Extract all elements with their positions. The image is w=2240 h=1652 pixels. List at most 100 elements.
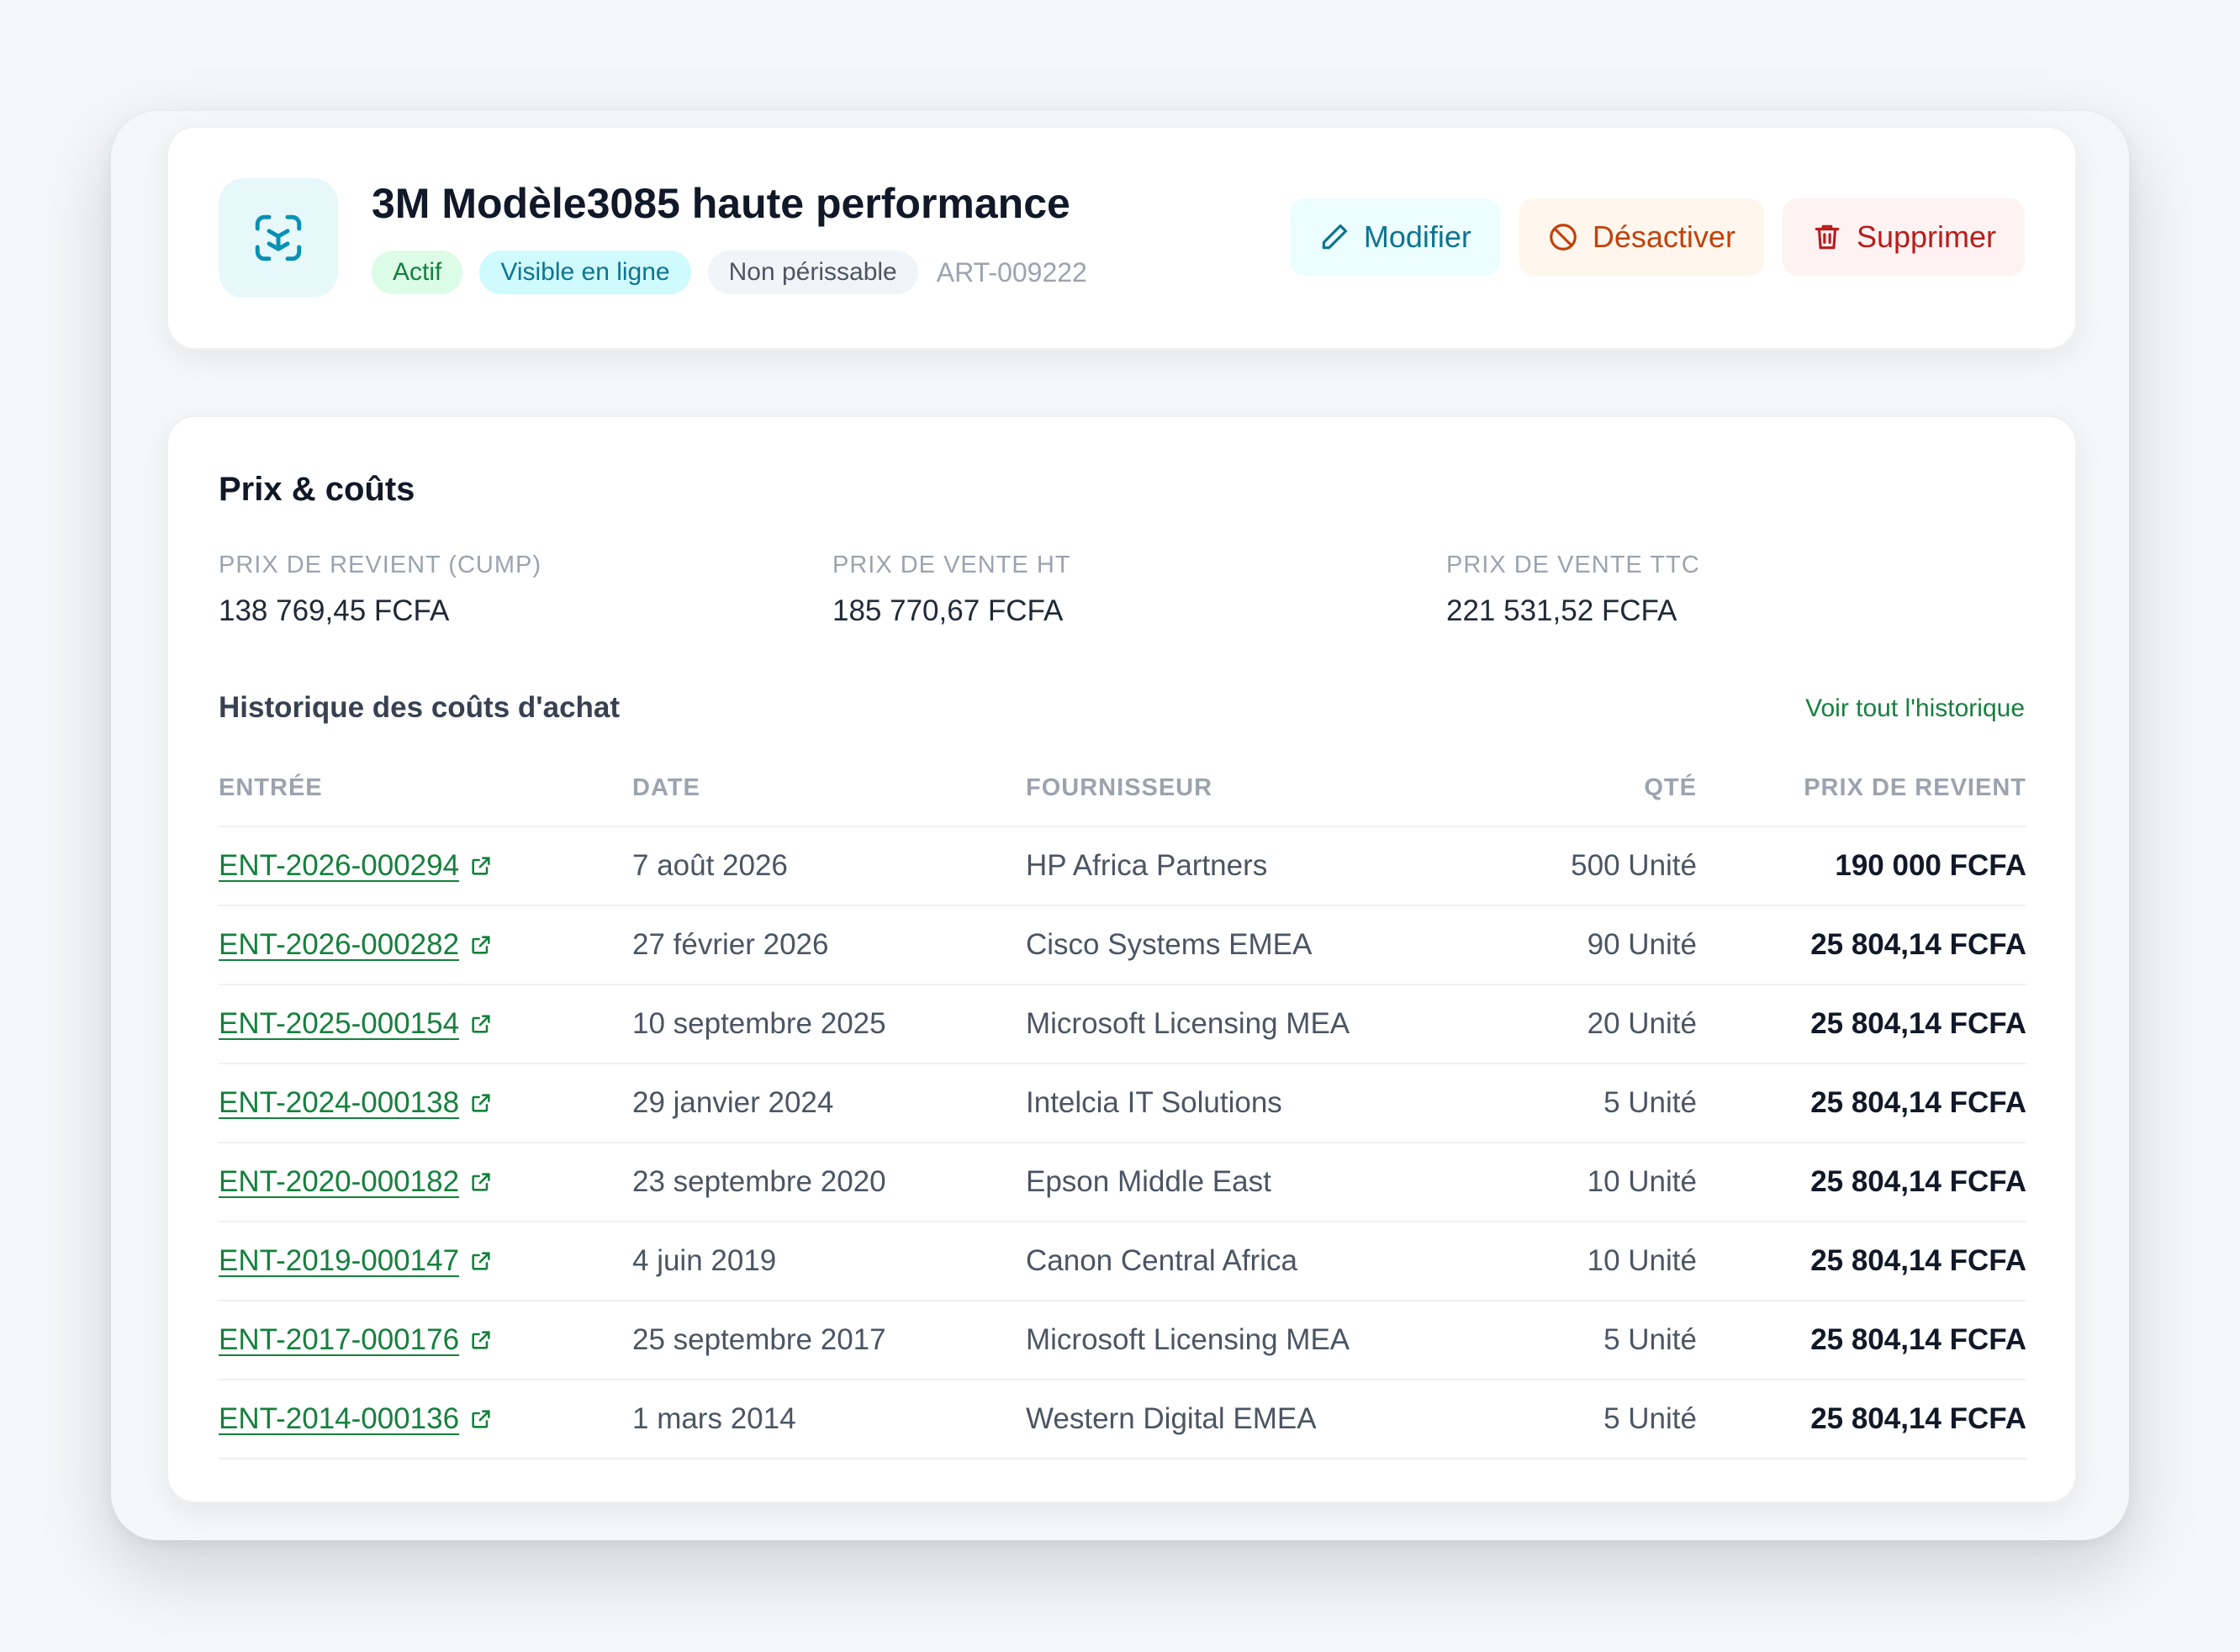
external-link-icon[interactable]	[469, 854, 493, 878]
supplier-cell: Intelcia IT Solutions	[1026, 1086, 1282, 1119]
sale-price-ht-label: PRIX DE VENTE HT	[832, 552, 1071, 578]
date-cell: 10 septembre 2025	[632, 1007, 886, 1040]
trash-icon	[1811, 221, 1843, 253]
pencil-icon	[1318, 221, 1350, 253]
supplier-cell: Microsoft Licensing MEA	[1026, 1007, 1350, 1040]
sale-price-ttc-block: PRIX DE VENTE TTC 221 531,52 FCFA	[1446, 552, 1700, 628]
entry-link[interactable]: ENT-2024-000138	[219, 1086, 460, 1119]
table-row: ENT-2026-000282 27 février 2026 Cisco Syst…	[219, 906, 2026, 985]
price-cell: 25 804,14 FCFA	[1810, 1165, 2026, 1198]
date-cell: 25 septembre 2017	[632, 1323, 886, 1356]
cost-price-label: PRIX DE REVIENT (CUMP)	[219, 552, 542, 578]
external-link-icon[interactable]	[469, 1091, 493, 1115]
product-sku: ART-009222	[936, 256, 1087, 288]
qty-cell: 90 Unité	[1587, 928, 1697, 961]
supplier-cell: Epson Middle East	[1026, 1165, 1271, 1198]
sale-price-ttc-value: 221 531,52 FCFA	[1446, 594, 1677, 627]
cost-price-block: PRIX DE REVIENT (CUMP) 138 769,45 FCFA	[219, 552, 542, 628]
date-cell: 27 février 2026	[632, 928, 829, 961]
qty-cell: 5 Unité	[1603, 1402, 1697, 1435]
table-row: ENT-2020-000182 23 septembre 2020 Epson Mi…	[219, 1143, 2026, 1222]
supplier-cell: Canon Central Africa	[1026, 1244, 1297, 1277]
entry-link[interactable]: ENT-2017-000176	[219, 1323, 460, 1356]
entry-cell: ENT-2017-000176	[219, 1301, 493, 1379]
column-header-price[interactable]: PRIX DE REVIENT	[1804, 773, 2026, 801]
view-all-history-link[interactable]: Voir tout l'historique	[1805, 694, 2025, 722]
price-cell: 25 804,14 FCFA	[1810, 928, 2026, 961]
cost-price-value: 138 769,45 FCFA	[219, 594, 450, 627]
table-row: ENT-2026-000294 7 août 2026 HP Africa Part…	[219, 827, 2026, 906]
date-cell: 7 août 2026	[632, 849, 788, 882]
supplier-cell: HP Africa Partners	[1026, 849, 1268, 882]
sale-price-ht-value: 185 770,67 FCFA	[832, 594, 1064, 627]
external-link-icon[interactable]	[469, 1328, 493, 1352]
history-title: Historique des coûts d'achat	[219, 691, 621, 724]
price-cell: 190 000 FCFA	[1835, 849, 2026, 882]
table-header: ENTRÉE DATE FOURNISSEUR QTÉ PRIX DE REVI…	[219, 750, 2026, 827]
supplier-cell: Microsoft Licensing MEA	[1026, 1323, 1350, 1356]
column-header-qty[interactable]: QTÉ	[1644, 773, 1697, 801]
online-visibility-badge: Visible en ligne	[479, 251, 691, 294]
supplier-cell: Cisco Systems EMEA	[1026, 928, 1313, 961]
external-link-icon[interactable]	[469, 1012, 493, 1036]
qty-cell: 10 Unité	[1587, 1244, 1697, 1277]
purchase-history-table: ENTRÉE DATE FOURNISSEUR QTÉ PRIX DE REVI…	[219, 750, 2026, 1459]
external-link-icon[interactable]	[469, 1407, 493, 1431]
date-cell: 1 mars 2014	[632, 1402, 796, 1435]
column-header-date[interactable]: DATE	[632, 773, 700, 801]
column-header-entry[interactable]: ENTRÉE	[219, 773, 323, 801]
deactivate-button[interactable]: Désactiver	[1518, 198, 1764, 276]
sale-price-ttc-label: PRIX DE VENTE TTC	[1446, 552, 1700, 578]
qty-cell: 10 Unité	[1587, 1165, 1697, 1198]
external-link-icon[interactable]	[469, 933, 493, 957]
entry-cell: ENT-2024-000138	[219, 1064, 493, 1142]
product-badges: Actif Visible en ligne Non périssable AR…	[372, 251, 1087, 294]
ban-icon	[1547, 221, 1579, 253]
perishable-badge: Non périssable	[707, 251, 918, 294]
table-row: ENT-2014-000136 1 mars 2014 Western Digita…	[219, 1380, 2026, 1459]
entry-link[interactable]: ENT-2020-000182	[219, 1165, 460, 1198]
column-header-supplier[interactable]: FOURNISSEUR	[1026, 773, 1213, 801]
status-badge: Actif	[372, 251, 463, 294]
entry-cell: ENT-2025-000154	[219, 985, 493, 1063]
delete-button[interactable]: Supprimer	[1782, 198, 2025, 276]
entry-link[interactable]: ENT-2026-000282	[219, 928, 460, 961]
sale-price-ht-block: PRIX DE VENTE HT 185 770,67 FCFA	[832, 552, 1071, 628]
entry-cell: ENT-2014-000136	[219, 1380, 493, 1458]
entry-link[interactable]: ENT-2019-000147	[219, 1244, 460, 1277]
price-cell: 25 804,14 FCFA	[1810, 1323, 2026, 1356]
date-cell: 29 janvier 2024	[632, 1086, 834, 1119]
cube-scan-icon	[219, 178, 338, 298]
entry-link[interactable]: ENT-2025-000154	[219, 1007, 460, 1040]
edit-button[interactable]: Modifier	[1289, 198, 1500, 276]
pricing-section-title: Prix & coûts	[219, 471, 415, 508]
qty-cell: 20 Unité	[1587, 1007, 1697, 1040]
entry-cell: ENT-2019-000147	[219, 1222, 493, 1300]
entry-link[interactable]: ENT-2014-000136	[219, 1402, 460, 1435]
price-cell: 25 804,14 FCFA	[1810, 1402, 2026, 1435]
entry-cell: ENT-2020-000182	[219, 1143, 493, 1221]
qty-cell: 5 Unité	[1603, 1323, 1697, 1356]
table-row: ENT-2024-000138 29 janvier 2024 Intelcia I…	[219, 1064, 2026, 1143]
table-row: ENT-2017-000176 25 septembre 2017 Microsof…	[219, 1301, 2026, 1380]
entry-cell: ENT-2026-000282	[219, 906, 493, 984]
product-title: 3M Modèle3085 haute performance	[372, 180, 1070, 227]
external-link-icon[interactable]	[469, 1249, 493, 1273]
table-row: ENT-2025-000154 10 septembre 2025 Microsof…	[219, 985, 2026, 1064]
price-cell: 25 804,14 FCFA	[1810, 1007, 2026, 1040]
deactivate-button-label: Désactiver	[1592, 219, 1735, 254]
supplier-cell: Western Digital EMEA	[1026, 1402, 1317, 1435]
product-actions: Modifier Désactiver	[1289, 198, 2025, 276]
pricing-card: Prix & coûts PRIX DE REVIENT (CUMP) 138 …	[166, 415, 2077, 1503]
external-link-icon[interactable]	[469, 1170, 493, 1194]
price-cell: 25 804,14 FCFA	[1810, 1244, 2026, 1277]
qty-cell: 500 Unité	[1571, 849, 1697, 882]
qty-cell: 5 Unité	[1603, 1086, 1697, 1119]
product-header-card: 3M Modèle3085 haute performance Actif Vi…	[166, 126, 2077, 350]
price-cell: 25 804,14 FCFA	[1810, 1086, 2026, 1119]
product-detail-window: 3M Modèle3085 haute performance Actif Vi…	[111, 111, 2129, 1540]
entry-link[interactable]: ENT-2026-000294	[219, 849, 460, 882]
table-row: ENT-2019-000147 4 juin 2019 Canon Central …	[219, 1222, 2026, 1301]
date-cell: 23 septembre 2020	[632, 1165, 886, 1198]
delete-button-label: Supprimer	[1856, 219, 1996, 254]
